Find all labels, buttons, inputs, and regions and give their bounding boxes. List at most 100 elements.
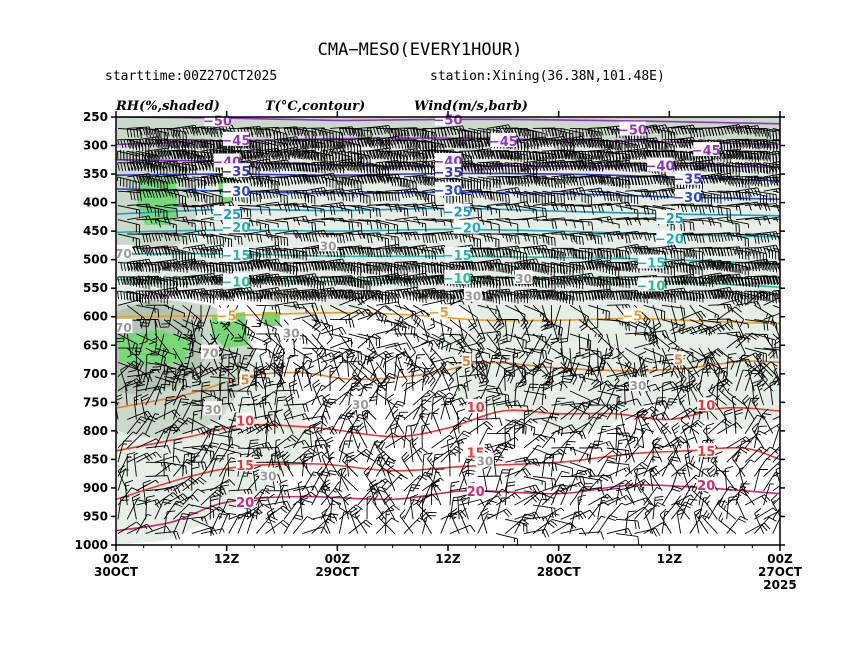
wind-barb [676, 508, 686, 534]
wind-barb [777, 291, 780, 296]
wind-barb [334, 481, 349, 506]
wind-barb [283, 408, 294, 434]
wind-barb [136, 333, 157, 352]
wind-barb [624, 510, 637, 534]
wind-barb [283, 355, 299, 377]
wind-barb [477, 233, 500, 248]
wind-barb [735, 300, 762, 309]
contour-label: −25 [443, 206, 472, 221]
wind-barb [311, 232, 337, 242]
wind-barb [717, 205, 742, 215]
wind-barb [431, 371, 451, 392]
wind-barb [338, 161, 365, 171]
wind-barb [164, 376, 188, 388]
wind-barb [339, 245, 365, 256]
wind-barb [126, 416, 149, 434]
wind-barb [349, 424, 359, 449]
wind-barb [754, 347, 778, 359]
wind-barb [228, 347, 239, 374]
wind-barb [660, 422, 672, 449]
wind-barb [616, 351, 626, 377]
wind-barb [246, 219, 270, 233]
wind-barb [698, 323, 725, 335]
y-tick-label: 300 [83, 139, 108, 153]
wind-barb [427, 452, 442, 477]
wind-barb [265, 490, 291, 499]
wind-barb [532, 333, 552, 355]
wind-barb [689, 246, 715, 256]
wind-barb [569, 404, 591, 420]
wind-barb [136, 369, 160, 378]
wind-barb [625, 189, 651, 198]
wind-barb [261, 159, 291, 171]
wind-barb [145, 495, 155, 520]
contour-label-bg [444, 247, 471, 262]
wind-barb [688, 259, 716, 271]
wind-barb [206, 290, 234, 302]
wind-barb [514, 381, 525, 406]
wind-barb [329, 349, 355, 363]
wind-barb [440, 439, 465, 449]
wind-barb [652, 495, 664, 520]
y-tick-label: 400 [83, 196, 108, 210]
wind-barb [757, 353, 774, 378]
wind-barb [279, 479, 288, 506]
wind-barb [376, 301, 402, 310]
wind-barb [634, 502, 657, 520]
wind-barb [329, 339, 354, 349]
wind-barb [597, 514, 618, 534]
wind-barb [726, 352, 737, 377]
wind-barb [209, 455, 226, 477]
wind-barb [569, 468, 596, 478]
wind-barb [761, 408, 774, 434]
wind-barb [357, 205, 381, 218]
wind-barb [716, 380, 726, 406]
wind-barb [449, 417, 473, 435]
wind-barb [754, 333, 776, 349]
wind-barb [597, 219, 620, 229]
wind-barb [283, 485, 310, 494]
wind-barb [117, 360, 141, 378]
wind-barb [652, 333, 671, 352]
wind-barb [782, 305, 799, 323]
wind-barb [652, 127, 676, 141]
wind-barb [421, 495, 431, 520]
wind-barb [514, 484, 541, 494]
wind-barb [615, 533, 640, 545]
wind-barb [523, 476, 546, 490]
wind-barb [587, 440, 603, 463]
wind-barb [145, 413, 159, 434]
wind-barb [458, 437, 468, 463]
wind-barb [191, 233, 216, 245]
wind-barb [327, 451, 340, 477]
wind-barb [421, 139, 445, 153]
wind-barb [347, 137, 374, 148]
contour-label-bg [217, 307, 236, 322]
wind-barb [200, 190, 223, 205]
wind-barb [421, 412, 438, 434]
wind-barb [735, 355, 751, 377]
wind-barb [496, 233, 520, 245]
wind-barb [662, 247, 685, 261]
wind-barb [624, 479, 635, 506]
wind-barb [431, 468, 445, 491]
wind-barb [763, 205, 780, 208]
wind-barb [772, 507, 780, 520]
wind-barb [495, 305, 505, 331]
wind-barb [726, 388, 746, 406]
wind-barb [782, 516, 803, 533]
wind-barb [252, 465, 262, 491]
wind-barb [144, 290, 168, 304]
wind-barb [708, 383, 727, 406]
y-tick-label: 1000 [75, 538, 108, 552]
wind-barb [588, 175, 614, 185]
wind-barb [385, 474, 409, 492]
wind-barb [782, 263, 805, 274]
rh-contour-label: 30 [260, 469, 277, 483]
contour-label: −10 [636, 279, 665, 294]
wind-barb [274, 434, 300, 449]
wind-barb [569, 333, 592, 349]
wind-barb [505, 419, 527, 435]
wind-barb [354, 508, 368, 534]
wind-barb [698, 348, 724, 363]
